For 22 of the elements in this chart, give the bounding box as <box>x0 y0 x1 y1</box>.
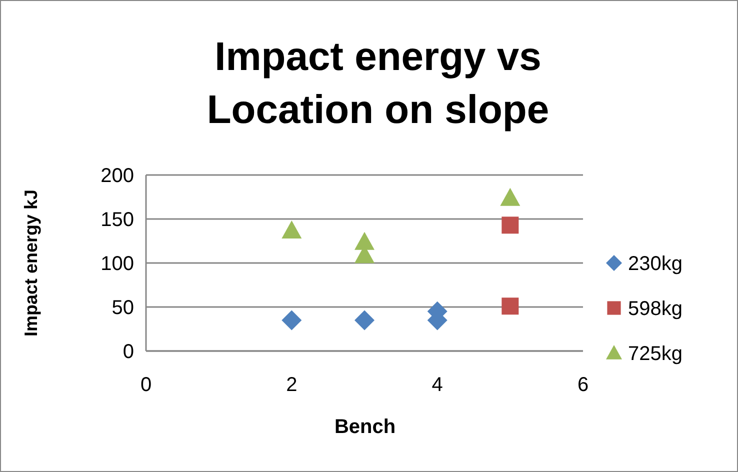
legend-label: 230kg <box>628 253 682 275</box>
x-tick-label: 6 <box>577 374 589 396</box>
point <box>502 216 519 234</box>
y-tick-label: 150 <box>100 209 134 231</box>
y-tick-label: 50 <box>112 297 134 319</box>
y-axis-title: Impact energy kJ <box>21 189 41 337</box>
point <box>282 220 302 238</box>
x-tick-label: 4 <box>432 374 443 396</box>
point <box>282 310 302 330</box>
legend-label: 725kg <box>628 343 682 365</box>
y-tick-label: 100 <box>100 253 134 275</box>
y-tick-label: 200 <box>100 165 134 187</box>
x-tick-label: 2 <box>286 374 298 396</box>
point <box>354 232 374 250</box>
point <box>500 188 520 206</box>
x-tick-label: 0 <box>140 374 152 396</box>
x-axis-title: Bench <box>334 416 396 438</box>
point <box>502 298 519 315</box>
y-tick-label: 0 <box>122 341 134 363</box>
point <box>354 310 374 330</box>
legend-label: 598kg <box>628 298 682 320</box>
chart-title: Impact energy vs Location on slope <box>206 35 550 132</box>
